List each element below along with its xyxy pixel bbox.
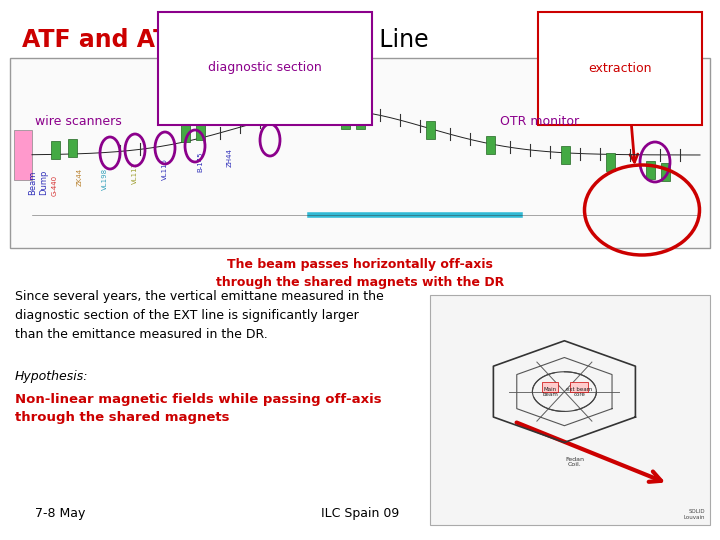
Bar [181,124,189,142]
Bar [341,111,349,129]
Text: SOLID
Louvain: SOLID Louvain [683,509,705,520]
Bar [542,382,559,392]
Text: ext beam
core: ext beam core [566,387,593,397]
Text: 7-8 May: 7-8 May [35,507,86,520]
Text: VL111: VL111 [132,162,138,184]
Bar [570,382,588,392]
Text: OTR monitor: OTR monitor [500,115,579,128]
Bar [426,121,434,139]
Text: diagnostic section: diagnostic section [208,62,322,75]
Bar [660,163,670,181]
Bar [646,161,654,179]
Text: extraction: extraction [588,62,652,75]
Bar [196,122,204,140]
Text: B-145: B-145 [197,152,203,172]
Text: Beam
Dump: Beam Dump [28,170,48,195]
Text: Hypothesis:: Hypothesis: [15,370,89,383]
Bar [485,136,495,154]
Bar [606,153,614,171]
Text: the Extraction Line: the Extraction Line [197,28,428,52]
Bar [68,139,76,157]
Text: ATF and ATF2:: ATF and ATF2: [22,28,211,52]
Text: ZK44: ZK44 [77,168,83,186]
Bar [430,295,710,525]
Text: VL198: VL198 [102,168,108,190]
Text: ILC Spain 09: ILC Spain 09 [321,507,399,520]
Bar [356,111,364,129]
Text: Main
beam: Main beam [542,387,558,397]
Bar [14,130,32,180]
Text: ZH44: ZH44 [227,148,233,167]
Bar [10,58,710,248]
Text: Non-linear magnetic fields while passing off-axis
through the shared magnets: Non-linear magnetic fields while passing… [15,393,382,424]
Text: The beam passes horizontally off-axis
through the shared magnets with the DR: The beam passes horizontally off-axis th… [216,258,504,289]
Text: G-440: G-440 [52,175,58,196]
Text: wire scanners: wire scanners [35,115,122,128]
Text: Fedan
Coil.: Fedan Coil. [565,457,584,468]
Bar [50,141,60,159]
Bar [560,146,570,164]
Text: Since several years, the vertical emittane measured in the
diagnostic section of: Since several years, the vertical emitta… [15,290,384,341]
Text: VL115: VL115 [162,158,168,180]
